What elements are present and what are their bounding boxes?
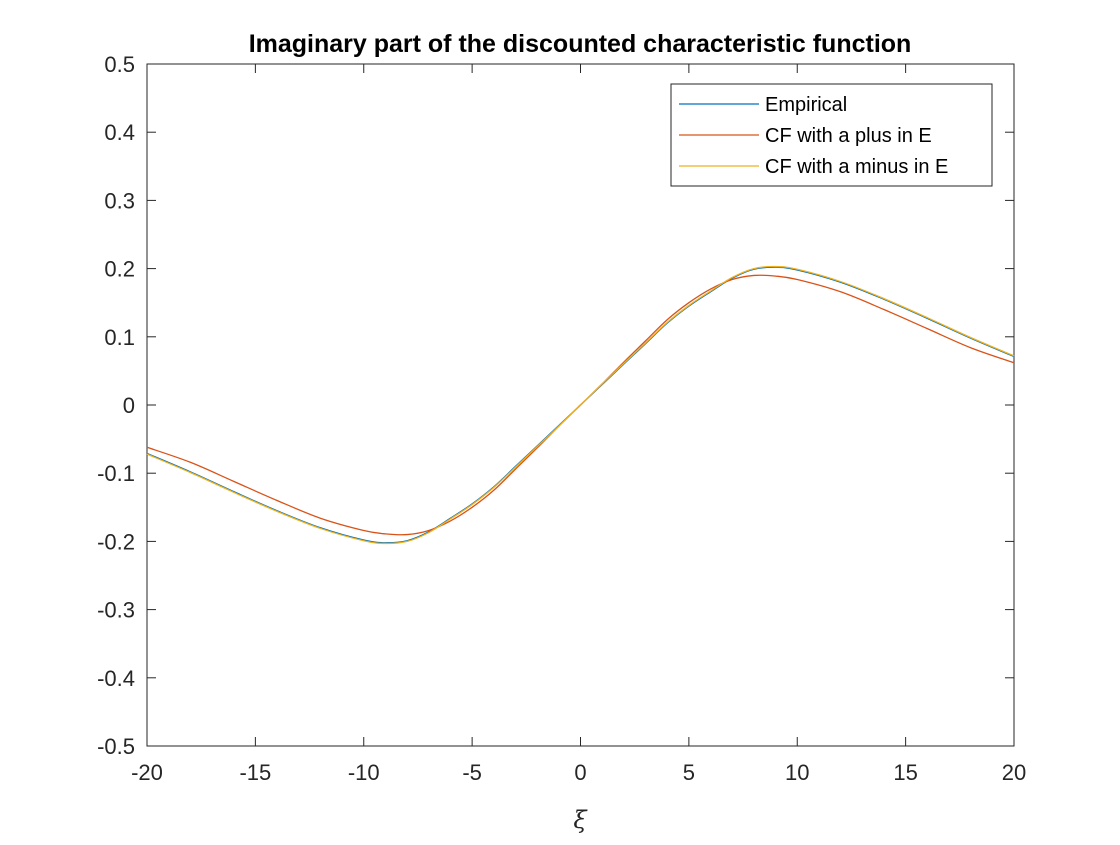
x-tick-label: -20 [131,760,163,785]
x-axis-label: ξ [573,806,588,834]
x-tick-label: -10 [348,760,380,785]
y-tick-label: -0.3 [97,598,135,623]
plot-area: -0.5 -0.4 -0.3 -0.2 -0.1 0 0.1 0.2 0.3 0.4 0.5 -20 -… [97,52,1026,785]
x-tick-label: -5 [462,760,482,785]
y-tick-label: 0.2 [104,257,135,282]
x-tick-label: 0 [574,760,586,785]
y-tick-label: -0.5 [97,734,135,759]
x-tick-label: 10 [785,760,809,785]
x-tick-label: -15 [239,760,271,785]
series-line-3 [146,265,1015,545]
y-tick-label: 0 [123,393,135,418]
y-tick-label: 0.5 [104,52,135,77]
legend-label-1: Empirical [765,94,847,116]
x-tick-label: 5 [683,760,695,785]
y-tick-label: 0.4 [104,120,135,145]
y-tick-label: 0.1 [104,325,135,350]
y-tick-label: -0.4 [97,666,135,691]
chart-title: Imaginary part of the discounted charact… [249,30,912,58]
legend-label-3: CF with a minus in E [765,156,948,178]
y-tick-label: -0.1 [97,461,135,486]
x-tick-label: 15 [893,760,917,785]
x-tick-label: 20 [1002,760,1026,785]
legend-label-2: CF with a plus in E [765,125,932,147]
y-tick-label: 0.3 [104,188,135,213]
y-tick-label: -0.2 [97,529,135,554]
